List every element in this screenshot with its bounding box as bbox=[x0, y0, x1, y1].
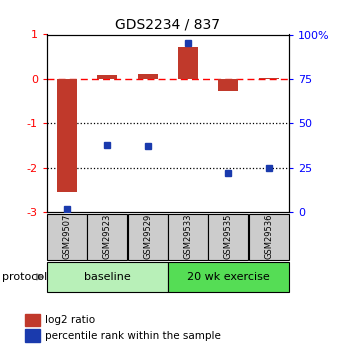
Text: GSM29536: GSM29536 bbox=[264, 214, 273, 259]
Bar bbox=[47, 262, 168, 292]
Bar bbox=[178, 47, 198, 79]
Text: GSM29507: GSM29507 bbox=[62, 214, 71, 259]
Bar bbox=[168, 262, 289, 292]
Bar bbox=[25, 314, 40, 326]
Bar bbox=[97, 75, 117, 79]
Bar bbox=[138, 75, 158, 79]
Bar bbox=[208, 214, 248, 260]
Bar bbox=[57, 79, 77, 192]
Text: GSM29529: GSM29529 bbox=[143, 214, 152, 259]
Bar bbox=[258, 78, 279, 79]
Bar bbox=[87, 214, 127, 260]
Text: log2 ratio: log2 ratio bbox=[45, 315, 95, 325]
Bar bbox=[47, 214, 87, 260]
Bar bbox=[249, 214, 288, 260]
Text: GSM29523: GSM29523 bbox=[103, 214, 112, 259]
Text: 20 wk exercise: 20 wk exercise bbox=[187, 272, 270, 282]
Bar bbox=[218, 79, 238, 91]
Bar bbox=[128, 214, 168, 260]
Text: GSM29533: GSM29533 bbox=[183, 214, 192, 259]
Bar bbox=[25, 329, 40, 342]
Text: GSM29535: GSM29535 bbox=[224, 214, 233, 259]
Text: protocol: protocol bbox=[2, 272, 47, 282]
Bar bbox=[168, 214, 208, 260]
Text: baseline: baseline bbox=[84, 272, 131, 282]
Text: percentile rank within the sample: percentile rank within the sample bbox=[45, 331, 221, 341]
Title: GDS2234 / 837: GDS2234 / 837 bbox=[116, 18, 220, 32]
